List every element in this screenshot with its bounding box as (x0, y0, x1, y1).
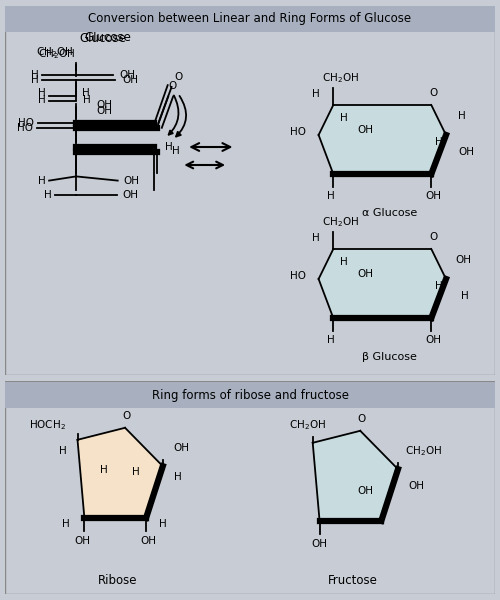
Text: CH$_2$OH: CH$_2$OH (290, 418, 327, 432)
Text: H: H (174, 472, 182, 482)
FancyArrowPatch shape (168, 95, 178, 134)
Text: OH: OH (124, 176, 140, 185)
Text: CH$_2$OH: CH$_2$OH (38, 47, 75, 61)
Text: OH: OH (455, 255, 471, 265)
Text: O: O (122, 411, 130, 421)
Text: OH: OH (96, 100, 112, 110)
Text: O: O (430, 88, 438, 98)
Text: H: H (435, 137, 442, 147)
Text: CH$_2$OH: CH$_2$OH (405, 444, 442, 458)
Text: OH: OH (140, 536, 156, 545)
Text: O: O (357, 414, 366, 424)
Text: H: H (59, 446, 66, 455)
Text: Fructose: Fructose (328, 574, 378, 587)
Text: H: H (30, 70, 38, 80)
Text: OH: OH (122, 75, 138, 85)
Text: OH: OH (426, 191, 442, 201)
Text: OH: OH (408, 481, 424, 491)
Text: H: H (44, 190, 52, 200)
Text: H: H (83, 95, 90, 104)
Text: H: H (340, 113, 348, 123)
Text: H: H (166, 142, 173, 152)
Text: OH: OH (96, 106, 112, 116)
Text: HO: HO (18, 118, 34, 128)
Text: Ribose: Ribose (98, 574, 138, 587)
Text: H: H (82, 88, 90, 98)
Text: H: H (172, 146, 179, 155)
Bar (5, 6, 495, 32)
Text: OH: OH (312, 539, 328, 548)
Text: O: O (430, 232, 438, 242)
Text: O: O (175, 72, 183, 82)
Text: O: O (168, 81, 176, 91)
Text: Glucose: Glucose (84, 31, 132, 44)
Text: OH: OH (358, 125, 374, 135)
Text: OH: OH (74, 536, 90, 545)
Text: CH$_2$OH: CH$_2$OH (322, 71, 359, 85)
Text: HO: HO (290, 271, 306, 281)
Text: H: H (312, 233, 320, 243)
Polygon shape (78, 428, 163, 518)
Text: Conversion between Linear and Ring Forms of Glucose: Conversion between Linear and Ring Forms… (88, 13, 411, 25)
Text: H: H (62, 519, 70, 529)
Text: OH: OH (122, 190, 138, 200)
Text: H: H (160, 519, 167, 529)
Polygon shape (318, 105, 446, 174)
Text: OH: OH (358, 269, 374, 279)
Text: H: H (327, 335, 334, 345)
Text: H: H (458, 111, 466, 121)
FancyArrowPatch shape (176, 96, 186, 137)
Text: OH: OH (426, 335, 442, 345)
Text: HOCH$_2$: HOCH$_2$ (28, 418, 66, 432)
Text: OH: OH (174, 443, 190, 453)
Text: CH$_2$OH: CH$_2$OH (36, 46, 72, 59)
Text: H: H (100, 465, 108, 475)
Text: H: H (327, 191, 334, 201)
Polygon shape (318, 249, 446, 318)
Text: HO: HO (16, 123, 32, 133)
Text: H: H (38, 95, 46, 104)
Text: H: H (132, 467, 140, 477)
Text: H: H (460, 291, 468, 301)
Text: OH: OH (458, 147, 474, 157)
Text: H: H (435, 281, 442, 291)
Text: HO: HO (290, 127, 306, 137)
Text: OH: OH (357, 486, 373, 496)
Text: OH: OH (120, 70, 136, 80)
Text: Ring forms of ribose and fructose: Ring forms of ribose and fructose (152, 389, 348, 401)
Text: CH$_2$OH: CH$_2$OH (322, 215, 359, 229)
Polygon shape (312, 431, 398, 521)
Text: Glucose: Glucose (80, 32, 126, 46)
Text: H: H (340, 257, 348, 267)
Text: H: H (312, 89, 320, 99)
Text: H: H (38, 88, 46, 98)
Bar (5, 382, 495, 408)
Text: H: H (38, 176, 46, 185)
Text: H: H (30, 75, 38, 85)
Text: β Glucose: β Glucose (362, 352, 417, 362)
Text: α Glucose: α Glucose (362, 208, 418, 218)
